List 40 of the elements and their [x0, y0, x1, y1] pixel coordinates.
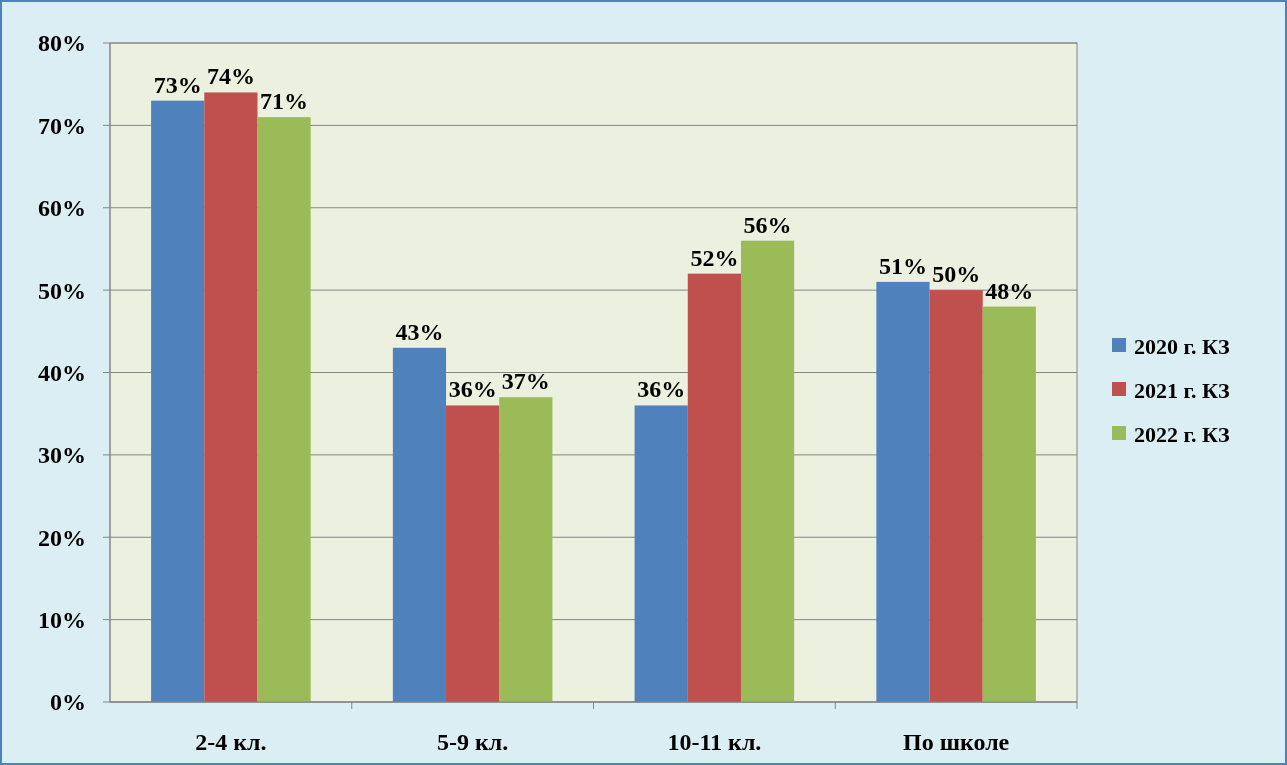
bar	[982, 306, 1036, 702]
data-label: 56%	[743, 211, 792, 238]
data-label: 48%	[985, 277, 1034, 304]
bar	[257, 117, 311, 702]
bar	[392, 347, 447, 702]
bar	[499, 397, 553, 702]
data-label: 36%	[637, 376, 686, 403]
data-label: 73%	[153, 71, 202, 98]
legend-label: 2020 г. КЗ	[1134, 333, 1230, 359]
data-label: 37%	[501, 368, 550, 395]
bar	[151, 100, 205, 702]
y-tick-label: 30%	[38, 442, 86, 469]
legend-label: 2022 г. КЗ	[1134, 421, 1230, 447]
x-tick-label: 10-11 кл.	[667, 729, 762, 755]
data-label: 43%	[395, 318, 444, 345]
data-label: 50%	[932, 261, 981, 288]
y-tick-label: 70%	[38, 112, 86, 139]
bar	[446, 405, 500, 702]
bar	[740, 240, 795, 702]
bar	[929, 290, 983, 702]
y-tick-label: 40%	[38, 359, 86, 386]
bar	[634, 405, 688, 702]
y-tick-label: 10%	[38, 607, 86, 634]
y-tick-label: 60%	[38, 195, 86, 222]
bar	[204, 92, 258, 702]
data-label: 74%	[206, 63, 255, 90]
data-label: 36%	[448, 376, 497, 403]
data-label: 51%	[878, 252, 927, 279]
legend-label: 2021 г. КЗ	[1134, 377, 1230, 403]
bar	[687, 273, 741, 702]
data-label: 71%	[260, 88, 309, 115]
y-tick-label: 50%	[38, 277, 86, 304]
y-tick-label: 20%	[38, 524, 86, 551]
y-tick-label: 80%	[38, 30, 86, 57]
y-tick-label: 0%	[50, 689, 86, 716]
x-tick-label: По школе	[903, 729, 1010, 755]
x-tick-label: 2-4 кл.	[195, 729, 267, 755]
x-tick-label: 5-9 кл.	[436, 729, 509, 755]
data-label: 52%	[690, 244, 739, 271]
bar	[876, 281, 930, 702]
